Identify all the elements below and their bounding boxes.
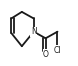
Text: Cl: Cl (54, 46, 62, 55)
Text: N: N (31, 27, 37, 36)
Text: O: O (43, 50, 49, 59)
